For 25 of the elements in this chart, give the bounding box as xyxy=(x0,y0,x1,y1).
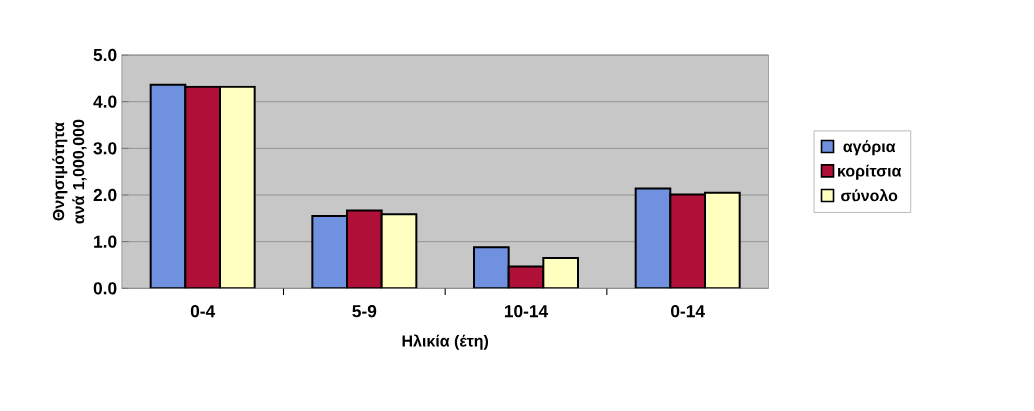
bar xyxy=(311,215,349,289)
y-tick-label: 5.0 xyxy=(93,48,117,62)
x-tick-label: 10-14 xyxy=(504,305,549,318)
legend-label: αγόρια xyxy=(843,140,896,156)
bar xyxy=(346,209,383,289)
y-tick-label: 0.0 xyxy=(93,282,117,295)
bar xyxy=(669,193,707,289)
bar xyxy=(219,85,256,289)
legend-label: σύνολο xyxy=(841,189,898,202)
x-tick-label: 0-4 xyxy=(190,305,216,318)
y-axis-title: Θνησιμότητα ανά 1,000,000 xyxy=(52,119,87,224)
y-tick-label: 3.0 xyxy=(93,142,117,155)
bar xyxy=(473,246,510,289)
bar xyxy=(184,85,222,289)
legend-label: κορίτσια xyxy=(838,164,902,180)
bar xyxy=(380,213,418,289)
bar xyxy=(149,83,187,289)
y-tick-label: 4.0 xyxy=(93,95,117,108)
bar xyxy=(634,187,672,289)
y-tick-label: 2.0 xyxy=(93,188,117,202)
x-tick-label: 5-9 xyxy=(352,305,377,318)
bar xyxy=(704,191,741,289)
y-tick-label: 1.0 xyxy=(94,235,117,248)
x-axis-title: Ηλικία (έτη) xyxy=(402,334,489,350)
x-tick-label: 0-14 xyxy=(671,305,705,318)
